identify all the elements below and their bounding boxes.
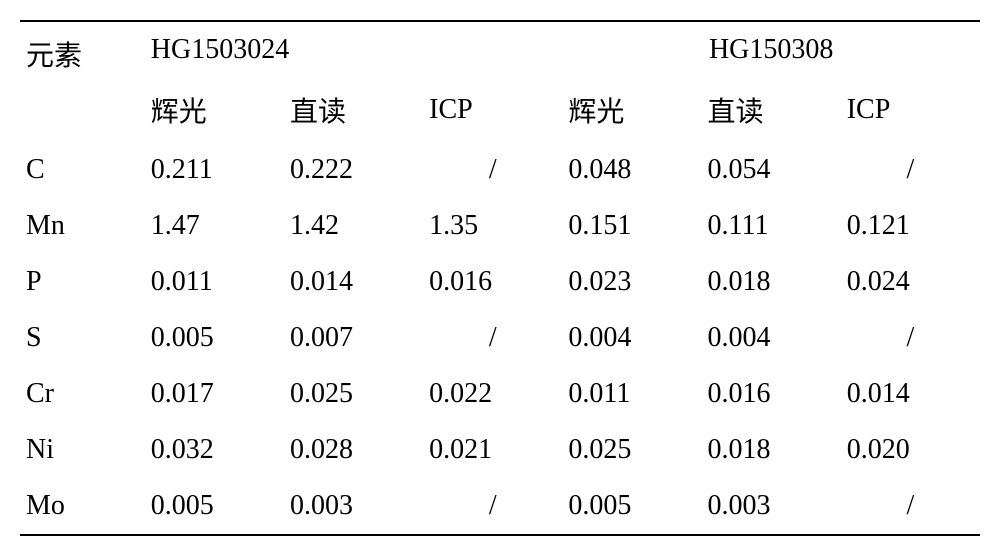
cell-value: 0.111 <box>702 198 841 254</box>
cell-value: 1.42 <box>284 198 423 254</box>
table-header-row-2: 辉光 直读 ICP 辉光 直读 ICP <box>20 78 980 142</box>
cell-value: 0.211 <box>145 142 284 198</box>
cell-element: Mo <box>20 478 145 535</box>
cell-value: 1.47 <box>145 198 284 254</box>
table-row: Mn 1.47 1.42 1.35 0.151 0.111 0.121 <box>20 198 980 254</box>
cell-value: 1.35 <box>423 198 562 254</box>
cell-element: Mn <box>20 198 145 254</box>
header-group-2: HG150308 <box>562 21 980 78</box>
cell-value: 0.022 <box>423 366 562 422</box>
cell-value: 0.011 <box>145 254 284 310</box>
cell-element: Cr <box>20 366 145 422</box>
cell-value: / <box>841 142 980 198</box>
header-sub-1: 辉光 <box>145 78 284 142</box>
cell-value: 0.003 <box>702 478 841 535</box>
cell-value: 0.005 <box>562 478 701 535</box>
cell-value: / <box>841 478 980 535</box>
cell-value: 0.025 <box>562 422 701 478</box>
cell-value: 0.054 <box>702 142 841 198</box>
cell-value: / <box>423 142 562 198</box>
cell-value: 0.028 <box>284 422 423 478</box>
cell-value: 0.024 <box>841 254 980 310</box>
table-row: Mo 0.005 0.003 / 0.005 0.003 / <box>20 478 980 535</box>
cell-value: 0.014 <box>841 366 980 422</box>
header-sub-5: 直读 <box>702 78 841 142</box>
cell-element: S <box>20 310 145 366</box>
cell-element: C <box>20 142 145 198</box>
cell-value: 0.017 <box>145 366 284 422</box>
cell-element: Ni <box>20 422 145 478</box>
table-row: C 0.211 0.222 / 0.048 0.054 / <box>20 142 980 198</box>
header-sub-2: 直读 <box>284 78 423 142</box>
cell-value: 0.016 <box>702 366 841 422</box>
cell-value: 0.121 <box>841 198 980 254</box>
cell-value: / <box>841 310 980 366</box>
cell-value: 0.004 <box>562 310 701 366</box>
cell-value: 0.151 <box>562 198 701 254</box>
cell-value: 0.025 <box>284 366 423 422</box>
header-element: 元素 <box>20 21 145 142</box>
cell-value: / <box>423 310 562 366</box>
cell-value: 0.011 <box>562 366 701 422</box>
table-row: S 0.005 0.007 / 0.004 0.004 / <box>20 310 980 366</box>
header-sub-6: ICP <box>841 78 980 142</box>
header-sub-3: ICP <box>423 78 562 142</box>
cell-value: 0.007 <box>284 310 423 366</box>
cell-value: 0.005 <box>145 310 284 366</box>
cell-value: 0.021 <box>423 422 562 478</box>
data-table: 元素 HG1503024 HG150308 辉光 直读 ICP 辉光 直读 IC… <box>20 20 980 536</box>
table-header-row-1: 元素 HG1503024 HG150308 <box>20 21 980 78</box>
cell-value: 0.222 <box>284 142 423 198</box>
cell-value: 0.032 <box>145 422 284 478</box>
table-row: P 0.011 0.014 0.016 0.023 0.018 0.024 <box>20 254 980 310</box>
cell-element: P <box>20 254 145 310</box>
cell-value: 0.014 <box>284 254 423 310</box>
header-group-1: HG1503024 <box>145 21 563 78</box>
cell-value: / <box>423 478 562 535</box>
cell-value: 0.023 <box>562 254 701 310</box>
cell-value: 0.016 <box>423 254 562 310</box>
cell-value: 0.020 <box>841 422 980 478</box>
data-table-container: 元素 HG1503024 HG150308 辉光 直读 ICP 辉光 直读 IC… <box>20 20 980 536</box>
cell-value: 0.018 <box>702 422 841 478</box>
cell-value: 0.048 <box>562 142 701 198</box>
cell-value: 0.005 <box>145 478 284 535</box>
cell-value: 0.018 <box>702 254 841 310</box>
header-sub-4: 辉光 <box>562 78 701 142</box>
cell-value: 0.004 <box>702 310 841 366</box>
table-row: Cr 0.017 0.025 0.022 0.011 0.016 0.014 <box>20 366 980 422</box>
cell-value: 0.003 <box>284 478 423 535</box>
table-row: Ni 0.032 0.028 0.021 0.025 0.018 0.020 <box>20 422 980 478</box>
